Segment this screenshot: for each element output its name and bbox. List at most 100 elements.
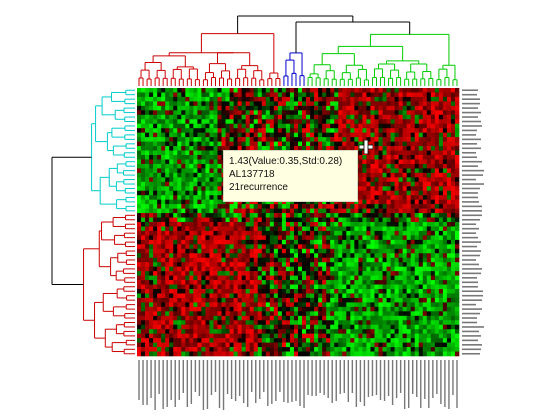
heatmap-cell[interactable] <box>454 186 460 192</box>
heatmap-cell[interactable] <box>197 190 202 196</box>
heatmap-cell[interactable] <box>285 297 291 303</box>
heatmap-cell[interactable] <box>173 222 178 227</box>
heatmap-cell[interactable] <box>438 110 444 116</box>
heatmap-cell[interactable] <box>253 114 259 120</box>
heatmap-cell[interactable] <box>394 146 399 151</box>
heatmap-cell[interactable] <box>193 92 198 98</box>
heatmap-cell[interactable] <box>173 235 178 241</box>
heatmap-cell[interactable] <box>213 132 218 138</box>
heatmap-cell[interactable] <box>374 333 379 339</box>
heatmap-cell[interactable] <box>334 226 339 232</box>
heatmap-cell[interactable] <box>153 289 158 294</box>
heatmap-cell[interactable] <box>245 92 251 98</box>
heatmap-cell[interactable] <box>302 132 307 138</box>
heatmap-cell[interactable] <box>402 168 407 174</box>
heatmap-cell[interactable] <box>314 204 319 209</box>
heatmap-cell[interactable] <box>306 302 311 308</box>
heatmap-cell[interactable] <box>213 244 218 250</box>
heatmap-cell[interactable] <box>209 168 214 174</box>
heatmap-cell[interactable] <box>153 137 158 142</box>
heatmap-cell[interactable] <box>450 186 456 192</box>
heatmap-cell[interactable] <box>314 338 319 343</box>
heatmap-cell[interactable] <box>330 338 335 343</box>
heatmap-cell[interactable] <box>225 88 230 93</box>
heatmap-cell[interactable] <box>298 302 303 308</box>
heatmap-cell[interactable] <box>358 244 363 250</box>
heatmap-cell[interactable] <box>374 284 379 290</box>
heatmap-cell[interactable] <box>322 208 327 214</box>
heatmap-cell[interactable] <box>390 329 395 334</box>
heatmap-cell[interactable] <box>362 159 367 165</box>
heatmap-cell[interactable] <box>277 244 283 250</box>
heatmap-cell[interactable] <box>302 248 307 254</box>
heatmap-cell[interactable] <box>390 208 395 214</box>
heatmap-cell[interactable] <box>374 159 379 165</box>
heatmap-cell[interactable] <box>145 275 150 281</box>
heatmap-cell[interactable] <box>193 204 198 209</box>
heatmap-cell[interactable] <box>298 275 303 281</box>
heatmap-cell[interactable] <box>153 96 158 102</box>
heatmap-cell[interactable] <box>169 141 174 147</box>
heatmap-cell[interactable] <box>402 181 407 187</box>
heatmap-cell[interactable] <box>229 248 234 254</box>
heatmap-cell[interactable] <box>414 208 420 214</box>
heatmap-cell[interactable] <box>422 150 428 156</box>
heatmap-cell[interactable] <box>153 92 158 98</box>
heatmap-cell[interactable] <box>386 302 391 308</box>
heatmap-cell[interactable] <box>241 311 246 317</box>
heatmap-cell[interactable] <box>193 110 198 116</box>
heatmap-cell[interactable] <box>410 132 416 138</box>
heatmap-cell[interactable] <box>446 289 452 294</box>
heatmap-cell[interactable] <box>450 168 456 174</box>
heatmap-cell[interactable] <box>378 163 383 169</box>
heatmap-cell[interactable] <box>390 101 395 107</box>
heatmap-cell[interactable] <box>362 262 367 267</box>
heatmap-cell[interactable] <box>354 329 359 334</box>
heatmap-cell[interactable] <box>414 141 420 147</box>
heatmap-cell[interactable] <box>386 137 391 142</box>
heatmap-cell[interactable] <box>326 257 331 263</box>
heatmap-cell[interactable] <box>390 235 395 241</box>
heatmap-cell[interactable] <box>197 235 202 241</box>
heatmap-cell[interactable] <box>402 141 407 147</box>
heatmap-cell[interactable] <box>145 195 150 200</box>
heatmap-cell[interactable] <box>165 190 170 196</box>
heatmap-cell[interactable] <box>169 190 174 196</box>
heatmap-cell[interactable] <box>446 293 452 299</box>
heatmap-cell[interactable] <box>422 338 428 343</box>
heatmap-cell[interactable] <box>302 320 307 326</box>
heatmap-cell[interactable] <box>273 239 279 245</box>
heatmap-cell[interactable] <box>382 137 387 142</box>
heatmap-cell[interactable] <box>374 244 379 250</box>
heatmap-cell[interactable] <box>298 123 303 129</box>
heatmap-cell[interactable] <box>289 329 295 334</box>
heatmap-cell[interactable] <box>298 284 303 290</box>
heatmap-cell[interactable] <box>406 190 412 196</box>
heatmap-cell[interactable] <box>249 275 255 281</box>
heatmap-cell[interactable] <box>422 289 428 294</box>
heatmap-cell[interactable] <box>161 329 166 334</box>
heatmap-cell[interactable] <box>245 208 251 214</box>
heatmap-cell[interactable] <box>193 114 198 120</box>
heatmap-cell[interactable] <box>165 320 170 326</box>
heatmap-cell[interactable] <box>269 226 275 232</box>
heatmap-cell[interactable] <box>406 235 412 241</box>
heatmap-grid[interactable] <box>137 88 460 357</box>
heatmap-cell[interactable] <box>189 128 194 133</box>
heatmap-cell[interactable] <box>201 159 206 165</box>
heatmap-cell[interactable] <box>438 302 444 308</box>
heatmap-cell[interactable] <box>354 239 359 245</box>
heatmap-cell[interactable] <box>257 289 263 294</box>
heatmap-cell[interactable] <box>350 96 355 102</box>
heatmap-cell[interactable] <box>310 284 315 290</box>
heatmap-cell[interactable] <box>205 168 210 174</box>
heatmap-cell[interactable] <box>366 217 371 223</box>
heatmap-cell[interactable] <box>205 177 210 183</box>
heatmap-cell[interactable] <box>149 101 154 107</box>
heatmap-cell[interactable] <box>265 110 271 116</box>
heatmap-cell[interactable] <box>225 320 230 326</box>
heatmap-cell[interactable] <box>233 302 238 308</box>
heatmap-cell[interactable] <box>205 289 210 294</box>
heatmap-cell[interactable] <box>414 159 420 165</box>
heatmap-cell[interactable] <box>370 324 375 330</box>
